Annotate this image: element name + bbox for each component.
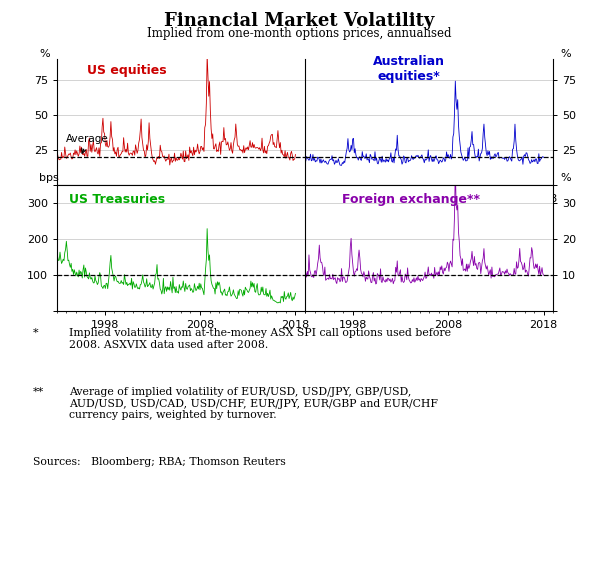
Text: %: % [560,173,570,183]
Text: Australian
equities*: Australian equities* [373,56,446,84]
Text: US Treasuries: US Treasuries [69,193,165,206]
Text: %: % [39,49,50,59]
Text: %: % [560,49,570,59]
Text: Average: Average [66,134,109,153]
Text: Foreign exchange**: Foreign exchange** [342,193,480,206]
Text: *: * [33,328,38,338]
Text: Implied from one-month options prices, annualised: Implied from one-month options prices, a… [147,27,451,40]
Text: bps: bps [39,173,59,183]
Text: Average of implied volatility of EUR/USD, USD/JPY, GBP/USD,
AUD/USD, USD/CAD, US: Average of implied volatility of EUR/USD… [69,387,438,420]
Text: Financial Market Volatility: Financial Market Volatility [164,12,434,30]
Text: Sources:   Bloomberg; RBA; Thomson Reuters: Sources: Bloomberg; RBA; Thomson Reuters [33,457,286,467]
Text: US equities: US equities [87,64,166,77]
Text: Implied volatility from at-the-money ASX SPI call options used before
2008. ASXV: Implied volatility from at-the-money ASX… [69,328,451,350]
Text: **: ** [33,387,44,397]
